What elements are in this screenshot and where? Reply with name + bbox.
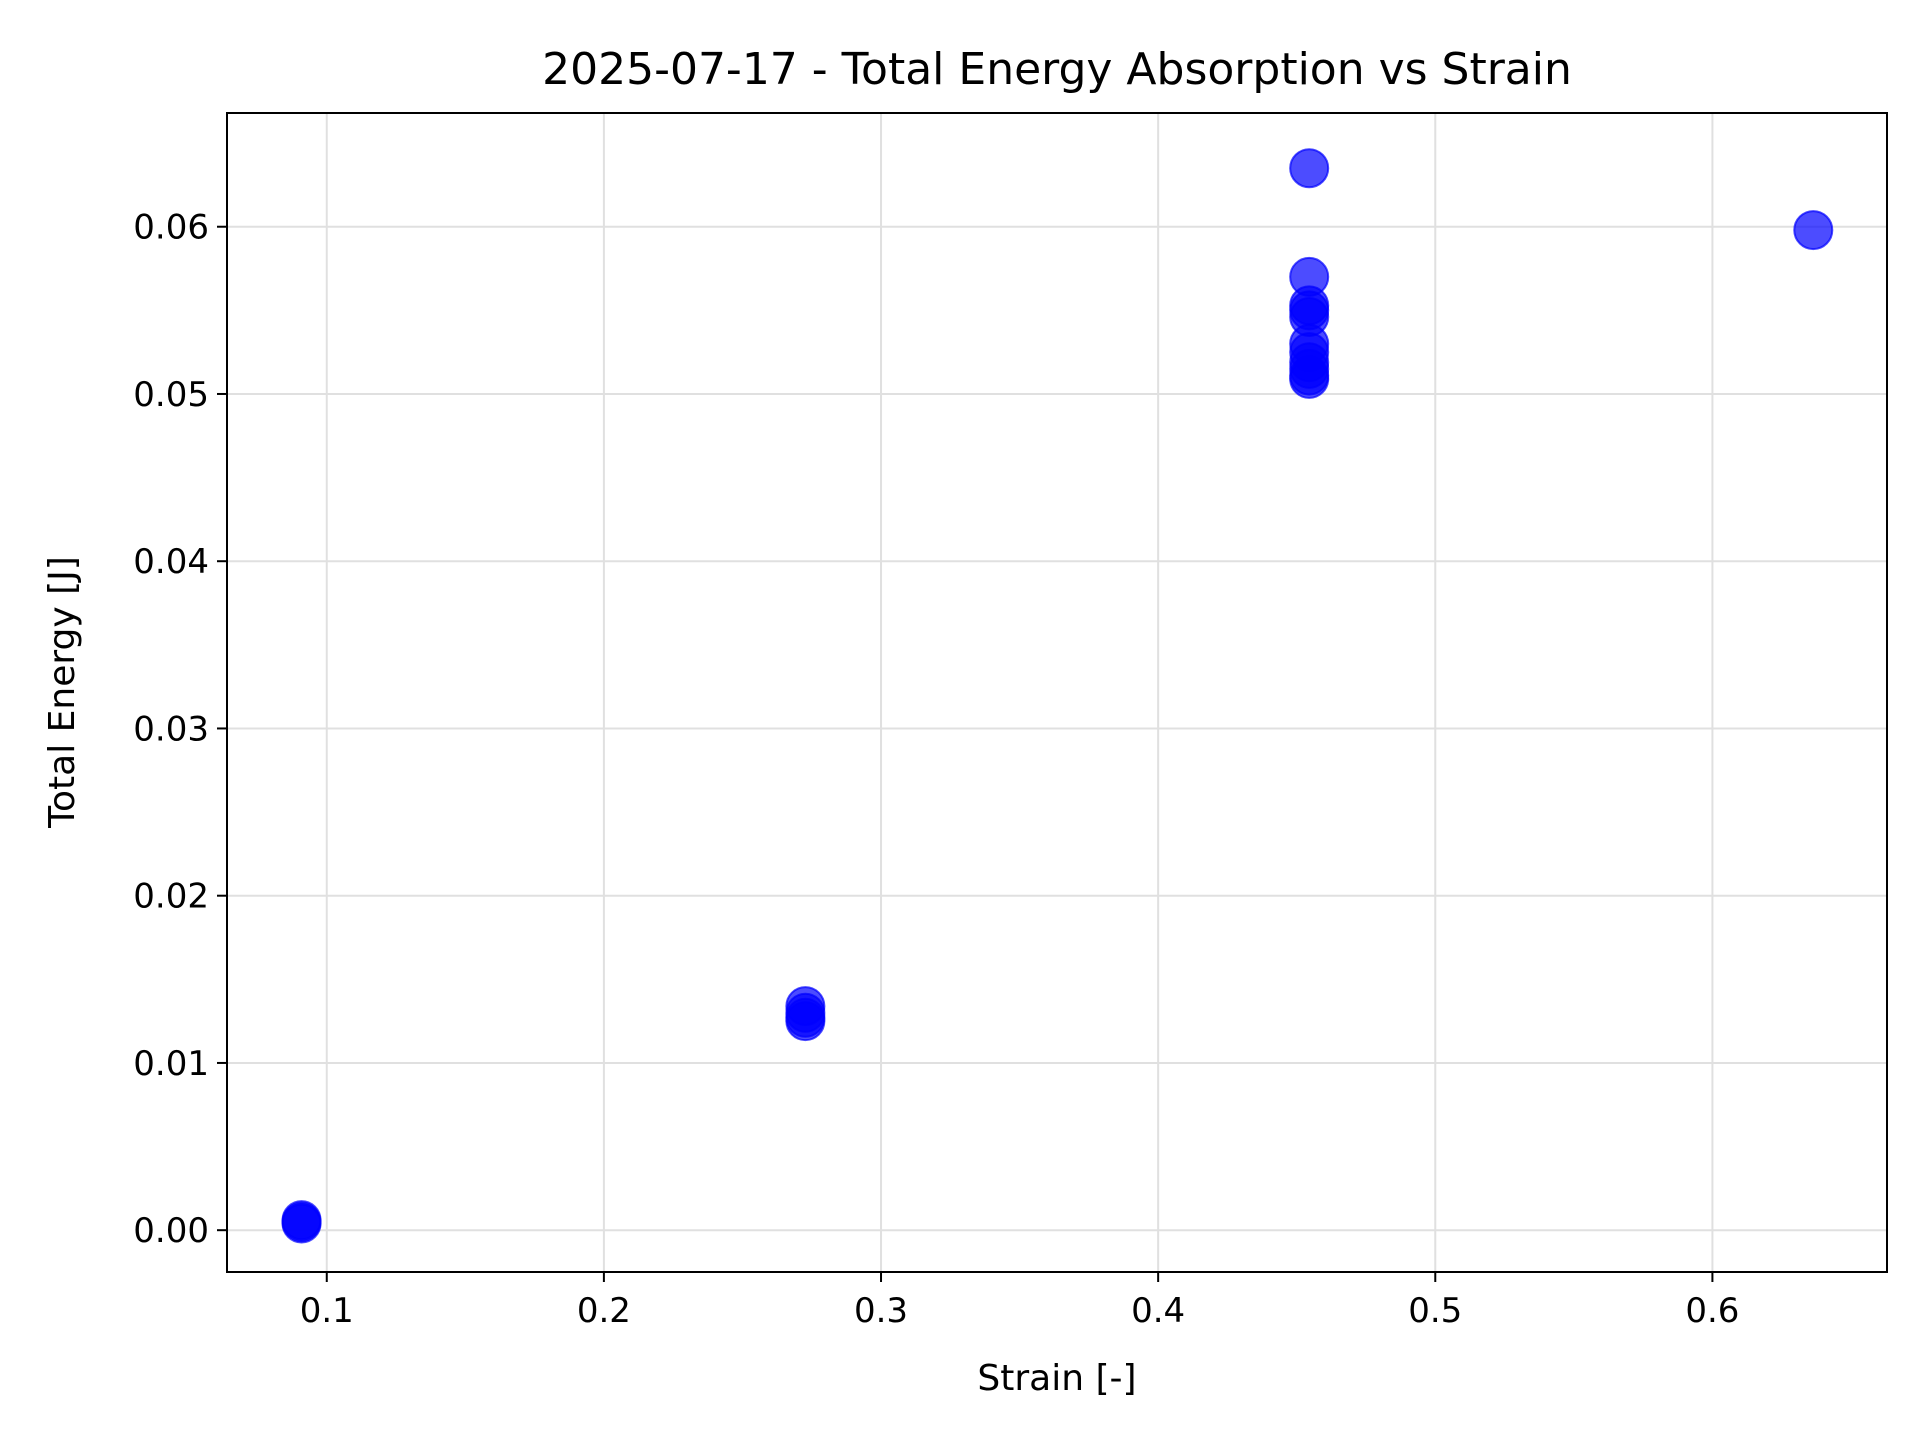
data-point bbox=[1793, 210, 1834, 251]
data-points bbox=[281, 148, 1834, 1244]
x-tick-label: 0.4 bbox=[1131, 1291, 1185, 1331]
y-tick-label: 0.05 bbox=[133, 375, 209, 415]
x-tick-label: 0.5 bbox=[1408, 1291, 1462, 1331]
y-axis-ticks: 0.00 0.01 0.02 0.03 0.04 0.05 0.06 bbox=[133, 208, 227, 1251]
x-tick-label: 0.2 bbox=[577, 1291, 631, 1331]
x-tick-label: 0.1 bbox=[300, 1291, 354, 1331]
plot-area-frame bbox=[226, 112, 1888, 1273]
grid-lines bbox=[227, 113, 1887, 1272]
data-point bbox=[785, 986, 826, 1027]
plot-area-background bbox=[227, 113, 1887, 1272]
x-tick-label: 0.6 bbox=[1685, 1291, 1739, 1331]
chart-title: 2025-07-17 - Total Energy Absorption vs … bbox=[542, 44, 1572, 95]
x-tick-label: 0.3 bbox=[854, 1291, 908, 1331]
x-axis-label: Strain [-] bbox=[977, 1358, 1136, 1399]
y-tick-label: 0.04 bbox=[133, 542, 209, 582]
y-tick-label: 0.03 bbox=[133, 709, 209, 749]
data-point bbox=[1289, 358, 1330, 399]
y-tick-label: 0.02 bbox=[133, 877, 209, 917]
x-axis-ticks: 0.1 0.2 0.3 0.4 0.5 0.6 bbox=[300, 1272, 1739, 1331]
data-point bbox=[281, 1203, 322, 1244]
y-tick-label: 0.01 bbox=[133, 1044, 209, 1084]
y-tick-label: 0.06 bbox=[133, 208, 209, 248]
y-axis-label: Total Energy [J] bbox=[42, 556, 83, 829]
data-point bbox=[1289, 148, 1330, 189]
y-tick-label: 0.00 bbox=[133, 1211, 209, 1251]
